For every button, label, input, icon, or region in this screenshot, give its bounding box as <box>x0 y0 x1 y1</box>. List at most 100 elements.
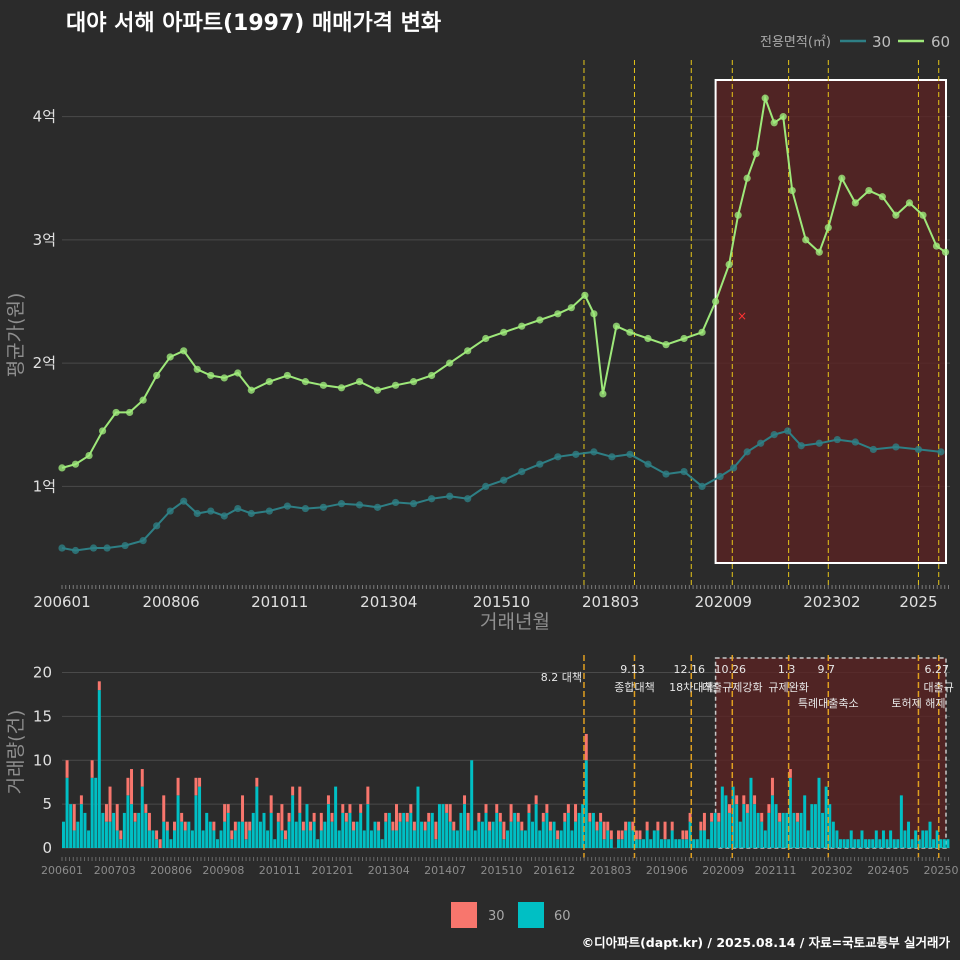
series-60-point <box>865 186 873 195</box>
series-30-point <box>207 507 215 515</box>
volume-bar-30 <box>770 777 774 796</box>
series-60-point <box>193 365 201 373</box>
volume-bar-30 <box>162 795 166 822</box>
volume-bar-60 <box>745 812 749 848</box>
price-y-tick-label: 4억 <box>33 108 56 126</box>
volume-x-tick-label: 201510 <box>480 864 522 877</box>
price-y-axis-title: 평균가(원) <box>5 293 27 378</box>
series-60-point <box>428 371 436 380</box>
volume-bar-60 <box>620 839 624 848</box>
volume-bar-60 <box>756 812 760 848</box>
series-30-point <box>103 544 111 552</box>
volume-bar-60 <box>473 830 477 848</box>
volume-bar-60 <box>466 830 470 848</box>
series-60-point <box>698 328 706 336</box>
volume-bar-30 <box>541 812 545 822</box>
annotation-label: 대출규 <box>924 681 954 694</box>
series-30-point <box>247 509 255 518</box>
price-x-axis-title: 거래년월 <box>480 611 550 633</box>
volume-bar-60 <box>502 839 506 848</box>
series-60-point <box>892 211 900 219</box>
annotation-label: 종합대책 <box>614 681 654 694</box>
annotation-date: 8.2 대책 <box>541 671 582 684</box>
volume-bar-30 <box>645 821 649 831</box>
volume-bar-30 <box>255 777 259 787</box>
volume-bar-60 <box>813 804 817 848</box>
volume-bar-60 <box>470 760 474 848</box>
volume-bar-60 <box>581 804 585 848</box>
volume-bar-30 <box>434 821 438 840</box>
volume-bar-60 <box>874 830 878 848</box>
volume-bar-60 <box>545 812 549 848</box>
series-30-point <box>730 464 738 472</box>
volume-bar-30 <box>534 795 538 805</box>
series-60-point <box>391 381 400 389</box>
series-30-point <box>446 492 454 500</box>
volume-bar-30 <box>631 821 635 831</box>
volume-x-tick-label: 201304 <box>368 864 410 877</box>
volume-bar-60 <box>455 830 459 848</box>
volume-bar-60 <box>108 821 112 848</box>
volume-bar-30 <box>198 777 202 787</box>
volume-bar-60 <box>230 839 234 848</box>
volume-bar-60 <box>391 830 395 848</box>
volume-bar-60 <box>208 821 212 848</box>
price-x-tick-label: 201304 <box>360 593 417 611</box>
volume-y-tick-label: 20 <box>33 664 52 682</box>
volume-bar-60 <box>402 812 406 848</box>
series-30-point <box>139 537 147 545</box>
volume-bar-30 <box>104 804 108 822</box>
volume-bar-60 <box>416 786 420 848</box>
volume-x-ticks: 200601 200703 200806 200908 201011 201201 2013… <box>41 857 958 877</box>
volume-bar-60 <box>577 812 581 848</box>
volume-bar-60 <box>720 786 724 848</box>
volume-bar-60 <box>445 812 449 848</box>
series-30-point <box>815 439 823 447</box>
volume-bar-30 <box>452 821 456 831</box>
volume-bar-60 <box>917 839 921 848</box>
series-60-point <box>153 371 161 380</box>
volume-bar-60 <box>645 830 649 848</box>
volume-bar-60 <box>255 786 259 848</box>
annotation-date: 9.13 <box>620 663 645 676</box>
series-30-point <box>851 438 859 446</box>
volume-bar-60 <box>896 839 900 848</box>
volume-bar-30 <box>405 812 409 822</box>
volume-bar-60 <box>83 812 87 848</box>
volume-bar-60 <box>688 821 692 848</box>
volume-bar-60 <box>946 839 950 848</box>
volume-bar-60 <box>792 812 796 848</box>
series-60-point <box>905 199 914 207</box>
volume-bar-60 <box>140 786 144 848</box>
volume-bar-60 <box>176 795 180 848</box>
volume-bar-60 <box>251 812 255 848</box>
volume-bar-60 <box>241 821 245 848</box>
price-y-tick-label: 2억 <box>33 354 56 372</box>
volume-bar-60 <box>498 821 502 848</box>
volume-bar-60 <box>137 812 141 848</box>
volume-bar-60 <box>491 821 495 848</box>
volume-bar-60 <box>735 804 739 848</box>
volume-bar-30 <box>685 830 689 840</box>
volume-bar-60 <box>316 839 320 848</box>
volume-bar-30 <box>548 821 552 831</box>
volume-bar-60 <box>878 839 882 848</box>
price-x-tick-label: 200806 <box>142 593 199 611</box>
legend-60-label: 60 <box>931 33 950 51</box>
volume-bar-60 <box>595 830 599 848</box>
series-30-point <box>319 503 328 511</box>
volume-bar-60 <box>520 830 524 848</box>
volume-bar-60 <box>559 830 563 848</box>
volume-bar-60 <box>162 821 166 848</box>
volume-bar-30 <box>595 821 599 831</box>
volume-bar-60 <box>495 812 499 848</box>
volume-bar-60 <box>194 795 198 848</box>
volume-bar-30 <box>140 769 144 787</box>
series-60-point <box>644 334 652 343</box>
annotation-date: 12.16 <box>674 663 706 676</box>
series-30-point <box>680 468 688 476</box>
volume-bar-60 <box>860 830 864 848</box>
series-60-point <box>567 304 575 312</box>
volume-bar-60 <box>541 821 545 848</box>
volume-bar-60 <box>667 839 671 848</box>
